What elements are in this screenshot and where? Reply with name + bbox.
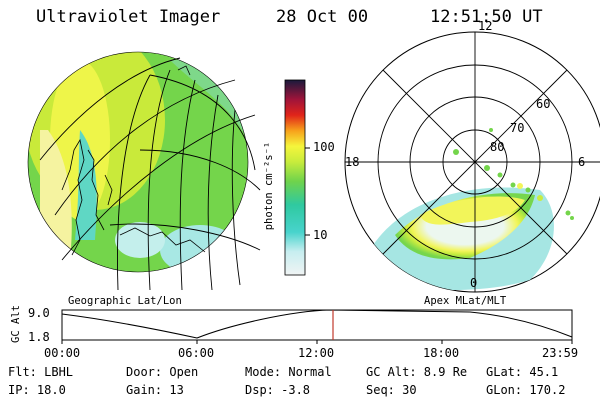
colorbar-tick-10: 10	[313, 228, 328, 242]
time-label: 12:51:50 UT	[430, 7, 543, 27]
mlt-label-6: 6	[578, 155, 586, 169]
info-gc-alt: GC Alt: 8.9 Re	[366, 365, 468, 379]
altitude-ytick-bottom: 1.8	[28, 330, 50, 344]
time-tick-1: 06:00	[178, 346, 215, 360]
time-tick-0: 00:00	[44, 346, 81, 360]
coastlines	[61, 65, 206, 256]
info-glon: GLon: 170.2	[486, 383, 566, 397]
lat-label-60: 60	[536, 97, 551, 111]
info-seq: Seq: 30	[366, 383, 417, 397]
time-tick-3: 18:00	[423, 346, 460, 360]
time-tick-4: 23:59	[542, 346, 579, 360]
lat-label-80: 80	[490, 140, 505, 154]
colorbar-tick-100: 100	[313, 140, 335, 154]
mlt-label-0: 0	[470, 276, 478, 290]
instrument-name: Ultraviolet Imager	[36, 7, 221, 27]
map-grid	[39, 57, 261, 291]
colorbar-unit-label: photon cm⁻²s⁻¹	[263, 141, 275, 231]
info-door: Door: Open	[126, 365, 199, 379]
info-dsp: Dsp: -3.8	[245, 383, 311, 397]
info-mode: Mode: Normal	[245, 365, 332, 379]
right-panel-caption: Apex MLat/MLT	[424, 295, 507, 307]
polar-dial	[344, 31, 600, 293]
date-label: 28 Oct 00	[276, 7, 369, 27]
altitude-ylabel: GC Alt	[10, 305, 22, 343]
colorbar	[284, 79, 306, 276]
info-glat: GLat: 45.1	[486, 365, 559, 379]
mlt-label-12: 12	[478, 19, 493, 33]
lat-label-70: 70	[510, 121, 525, 135]
time-tick-2: 12:00	[298, 346, 335, 360]
altitude-plot	[61, 309, 573, 344]
info-ip: IP: 18.0	[8, 383, 66, 397]
altitude-ytick-top: 9.0	[28, 306, 50, 320]
left-panel-caption: Geographic Lat/Lon	[68, 295, 182, 307]
info-filter: Flt: LBHL	[8, 365, 74, 379]
info-gain: Gain: 13	[126, 383, 184, 397]
mlt-label-18: 18	[345, 155, 360, 169]
